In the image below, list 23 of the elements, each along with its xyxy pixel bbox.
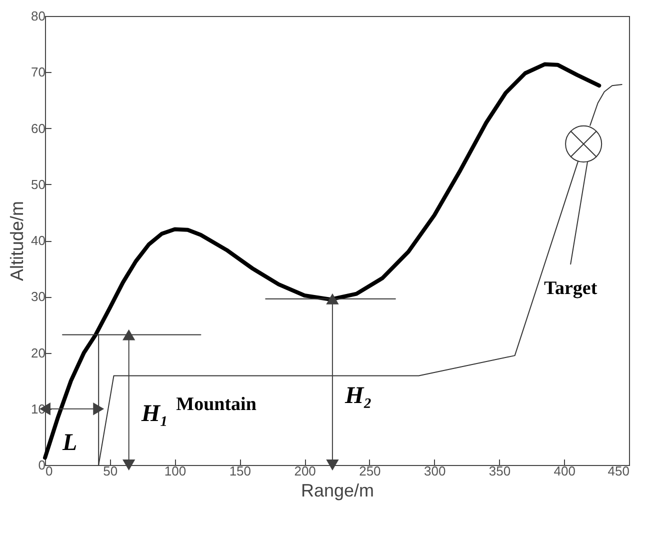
x-tick-label: 200 — [294, 464, 316, 478]
x-tick-label: 400 — [554, 464, 576, 478]
series-label: H₂ — [344, 382, 372, 409]
y-tick-label: 20 — [31, 345, 46, 360]
y-tick-label: 60 — [31, 120, 46, 136]
y-tick-label: 70 — [31, 64, 46, 80]
y-tick-label: 50 — [31, 176, 46, 192]
x-tick-label: 350 — [488, 464, 511, 478]
y-tick-label: 30 — [31, 289, 46, 304]
y-tick-label: 40 — [31, 233, 46, 248]
x-axis-title: Range/m — [300, 480, 374, 500]
x-tick-label: 100 — [164, 464, 186, 478]
x-tick-label: 250 — [359, 464, 381, 478]
series-label: Mountain — [176, 394, 257, 415]
series-label: H₁ — [140, 400, 168, 427]
series-label: Target — [544, 278, 598, 300]
y-tick-label: 80 — [31, 8, 46, 24]
x-tick-label: 50 — [103, 464, 118, 478]
x-tick-label: 300 — [424, 464, 446, 478]
legend-label: L — [61, 430, 78, 456]
y-axis-title: Altitude/m — [7, 200, 28, 282]
x-tick-label: 450 — [608, 464, 630, 478]
x-tick-label: 150 — [229, 464, 252, 478]
